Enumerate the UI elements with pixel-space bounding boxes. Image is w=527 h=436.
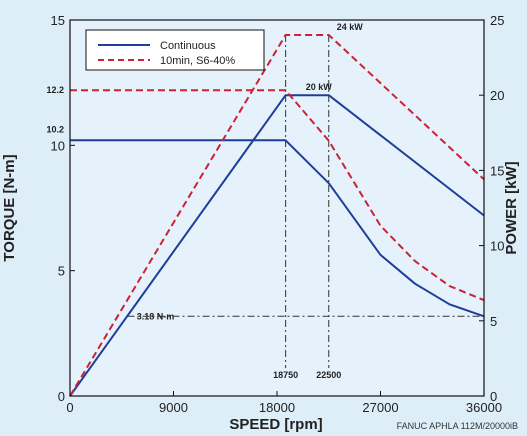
annotation-torque-3-18: 3.18 N-m [137,311,175,321]
y-left-tick-label-5: 5 [58,264,65,279]
annotation-torque-10-2: 10.2 [46,124,64,134]
y-right-tick-label-5: 5 [490,314,497,329]
y-right-tick-label-10: 10 [490,239,504,254]
y-left-tick-label-0: 0 [58,389,65,404]
legend: Continuous 10min, S6-40% [85,29,265,71]
annotation-power-24kw: 24 kW [337,22,364,32]
x-tick-label-27000: 27000 [362,400,398,415]
s6-torque-line [70,89,485,302]
series-layer [69,34,485,397]
y-left-axis-title: TORQUE [N-m] [1,154,18,261]
x-tick-label-9000: 9000 [159,400,188,415]
y-right-tick-label-15: 15 [490,163,504,178]
annotation-torque-12-2: 12.2 [46,85,64,95]
legend-continuous-label: Continuous [160,40,216,52]
y-left-tick-label-15: 15 [51,13,65,28]
y-left-tick-label-10: 10 [51,138,65,153]
s6-power-line [69,34,485,397]
annotation-speed-18750: 18750 [273,370,298,380]
credit-text: FANUC APHLA 112M/20000iB [397,421,518,431]
y-right-tick-label-20: 20 [490,88,504,103]
y-right-tick-label-0: 0 [490,389,497,404]
x-tick-label-18000: 18000 [259,400,295,415]
continuous-torque-line [70,139,485,318]
x-tick-label-36000: 36000 [466,400,502,415]
x-axis-title: SPEED [rpm] [229,416,322,433]
continuous-power-line [69,94,485,397]
annotation-power-20kw: 20 kW [306,82,333,92]
legend-box [85,29,265,71]
y-right-tick-label-25: 25 [490,13,504,28]
annotation-speed-22500: 22500 [316,370,341,380]
plot-area [70,20,484,396]
legend-s6-label: 10min, S6-40% [160,55,235,67]
x-tick-label-0: 0 [66,400,73,415]
y-right-axis-title: POWER [kW] [503,161,520,254]
